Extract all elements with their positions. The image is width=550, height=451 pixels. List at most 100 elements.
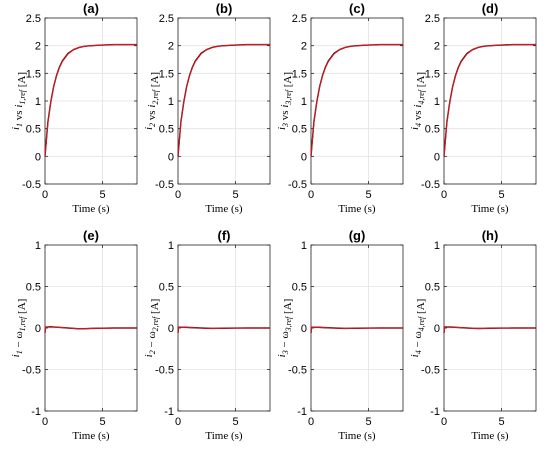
panel-e: -1-0.500.510 5(e)Time (s)i1 − ω1,ref [A] [10, 228, 138, 442]
panel-c: -0.500.511.522.50 5(c)Time (s)i3 vs i3,re… [276, 1, 404, 215]
x-axis-label: Time (s) [471, 430, 509, 442]
y-tick-label: 0.5 [159, 124, 174, 136]
y-label-p1: i [10, 354, 22, 357]
x-tick-label: 0 [42, 416, 48, 428]
y-label-p4: [A] [149, 72, 161, 90]
y-label-p2: vs [412, 108, 424, 123]
y-label-s1: 3 [281, 123, 290, 128]
y-tick-label: -1 [297, 406, 307, 418]
y-tick-label: 0.5 [292, 124, 307, 136]
y-tick-label: 0.5 [26, 124, 41, 136]
y-tick-label: 0.5 [292, 282, 307, 294]
y-label-s2: 1,ref [18, 88, 27, 104]
error-trace-red [443, 326, 536, 334]
panel-title: (h) [482, 228, 499, 243]
y-tick-label: 1.5 [159, 68, 174, 80]
y-label-p2: − ω [13, 331, 25, 350]
panel-a: -0.500.511.522.50 5(a)Time (s)i1 vs i1,re… [10, 1, 138, 215]
y-label-s1: 1 [15, 350, 24, 354]
y-label-p2: − ω [412, 331, 424, 350]
y-label-p3: i [13, 105, 25, 108]
y-axis-label: i1 − ω1,ref [A] [10, 299, 28, 358]
y-axis-label: i1 vs i1,ref [A] [10, 72, 28, 130]
y-label-p2: vs [13, 108, 25, 123]
y-label-p4: [A] [415, 299, 427, 317]
panel-title: (a) [83, 1, 99, 16]
y-tick-label: 0 [168, 323, 174, 335]
y-tick-label: 2 [168, 41, 174, 53]
y-tick-label: -0.5 [155, 365, 174, 377]
panel-h: -1 -0.5 0 0.5 1 0 5 (h) Time (s) i4 − ω4,ref [A] [409, 228, 537, 442]
y-label-p4: [A] [16, 72, 28, 90]
y-tick-label: 0.5 [425, 124, 440, 136]
y-axis-label: i3 vs i3,ref [A] [276, 72, 294, 130]
reference-series-line [443, 43, 536, 157]
y-axis-label: i2 − ω2,ref [A] [143, 299, 161, 358]
x-tick-label: 5 [498, 416, 504, 428]
y-tick-label: 1 [434, 96, 440, 108]
y-label-s2: 3,ref [284, 315, 293, 332]
y-label-p4: [A] [149, 299, 161, 317]
panel-d: -0.500.511.522.50 5(d)Time (s)i4 vs i4,re… [409, 1, 537, 215]
y-tick-label: 1.5 [292, 68, 307, 80]
x-tick-label: 0 [175, 416, 181, 428]
y-tick-label: 1 [35, 240, 41, 252]
y-tick-label: 0 [35, 323, 41, 335]
y-label-s2: 2,ref [151, 315, 160, 331]
y-tick-label: -1 [430, 406, 440, 418]
y-tick-label: -1 [164, 406, 174, 418]
y-tick-label: 1 [301, 96, 307, 108]
y-tick-label: 0 [301, 323, 307, 335]
y-tick-label: 2 [434, 41, 440, 53]
y-tick-label: 0 [35, 151, 41, 163]
x-tick-label: 5 [99, 189, 105, 201]
y-tick-label: -0.5 [421, 179, 440, 191]
y-tick-label: 0 [434, 151, 440, 163]
y-label-p1: i [409, 127, 421, 130]
panel-title: (b) [216, 1, 233, 16]
y-label-p3: i [279, 105, 291, 108]
y-label-p4: [A] [16, 299, 28, 317]
y-tick-label: 0 [301, 151, 307, 163]
y-label-p4: [A] [282, 299, 294, 317]
x-axis-label: Time (s) [338, 430, 376, 442]
x-axis-label: Time (s) [205, 203, 243, 215]
y-axis-label: i3 − ω3,ref [A] [276, 299, 294, 358]
y-tick-label: 0.5 [159, 282, 174, 294]
y-tick-label: 0 [434, 323, 440, 335]
y-tick-label: -0.5 [421, 365, 440, 377]
y-label-p1: i [409, 354, 421, 357]
y-label-p2: vs [146, 108, 158, 123]
panel-title: (f) [218, 228, 231, 243]
y-label-s2: 4,ref [417, 315, 426, 331]
x-tick-label: 0 [175, 189, 181, 201]
y-tick-label: 2 [35, 41, 41, 53]
y-label-p1: i [143, 354, 155, 357]
y-label-s2: 3,ref [284, 88, 293, 105]
y-tick-label: 1.5 [425, 68, 440, 80]
x-axis-label: Time (s) [338, 203, 376, 215]
y-tick-label: -1 [31, 406, 41, 418]
panel-b: -0.500.511.522.50 5(b)Time (s)i2 vs i2,re… [143, 1, 271, 215]
measured-series-line [177, 44, 270, 157]
y-label-s1: 2 [148, 350, 157, 354]
y-tick-label: 0 [168, 151, 174, 163]
y-label-p3: i [146, 105, 158, 108]
y-label-s1: 3 [281, 350, 290, 355]
panel-title: (c) [349, 1, 365, 16]
reference-series-line [310, 43, 403, 157]
measured-series-line [44, 44, 137, 157]
x-tick-label: 5 [498, 189, 504, 201]
y-label-p2: − ω [279, 331, 291, 350]
error-trace-red [44, 326, 137, 334]
x-axis-label: Time (s) [72, 430, 110, 442]
x-tick-label: 0 [308, 416, 314, 428]
x-axis-label: Time (s) [205, 430, 243, 442]
y-axis-label: i2 vs i2,ref [A] [143, 72, 161, 130]
y-label-s2: 4,ref [417, 88, 426, 104]
measured-series-line [443, 44, 536, 157]
x-tick-label: 0 [42, 189, 48, 201]
x-tick-label: 5 [232, 416, 238, 428]
y-tick-label: -0.5 [22, 365, 41, 377]
